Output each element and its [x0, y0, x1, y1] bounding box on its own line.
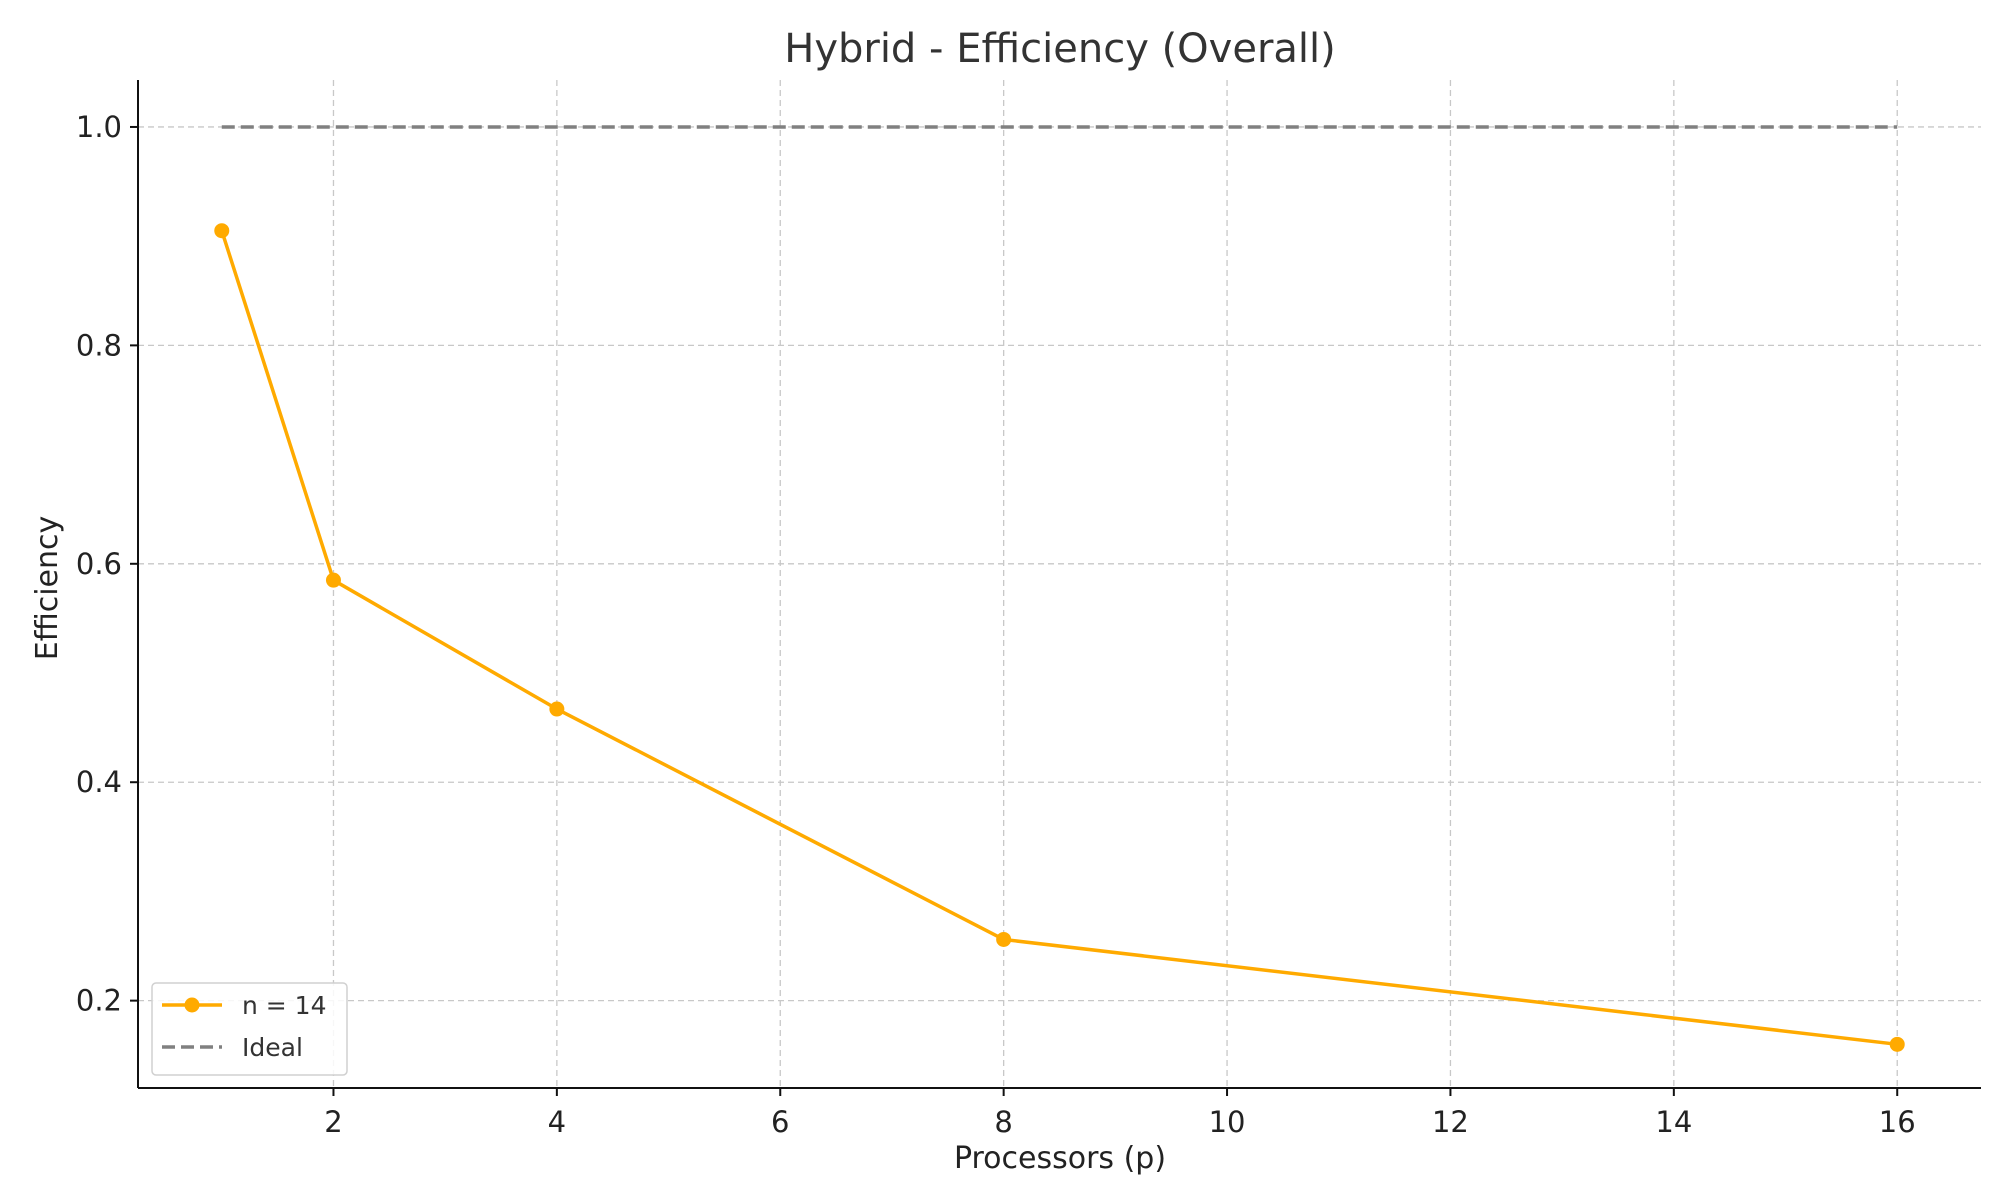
- legend-label: n = 14: [242, 991, 327, 1020]
- x-tick-label: 6: [771, 1105, 789, 1139]
- series-n-14: [214, 223, 1905, 1052]
- x-tick-label: 8: [994, 1105, 1012, 1139]
- y-ticks: 0.2 0.4 0.6 0.8 1.0: [76, 110, 138, 1018]
- x-tick-label: 2: [324, 1105, 342, 1139]
- y-axis-label: Efficiency: [30, 516, 65, 661]
- x-tick-label: 4: [548, 1105, 566, 1139]
- y-tick-label: 1.0: [76, 110, 122, 144]
- series-layer: [214, 125, 1905, 1052]
- legend: n = 14 Ideal: [151, 982, 348, 1076]
- chart-title: Hybrid - Efficiency (Overall): [784, 26, 1336, 72]
- data-point: [214, 223, 230, 239]
- x-tick-label: 14: [1655, 1105, 1692, 1139]
- y-tick-label: 0.8: [76, 328, 122, 362]
- y-tick-label: 0.2: [76, 984, 122, 1018]
- legend-label: Ideal: [242, 1033, 303, 1062]
- y-tick-label: 0.4: [76, 765, 122, 799]
- x-ticks: 2 4 6 8 10 12 14 16: [324, 1088, 1916, 1139]
- grid: [138, 80, 1981, 1088]
- legend-item-ideal: Ideal: [162, 1033, 303, 1062]
- data-point: [996, 931, 1012, 947]
- series-line-n-14: [220, 230, 1898, 1047]
- x-tick-label: 12: [1432, 1105, 1469, 1139]
- legend-item-n-14: n = 14: [162, 991, 327, 1020]
- axes: [137, 80, 1981, 1089]
- data-point: [549, 701, 565, 717]
- legend-marker: [184, 997, 200, 1013]
- y-tick-label: 0.6: [76, 547, 122, 581]
- data-point: [325, 572, 341, 588]
- data-point: [1889, 1036, 1905, 1052]
- x-tick-label: 16: [1879, 1105, 1916, 1139]
- x-tick-label: 10: [1209, 1105, 1246, 1139]
- x-axis-label: Processors (p): [954, 1141, 1166, 1176]
